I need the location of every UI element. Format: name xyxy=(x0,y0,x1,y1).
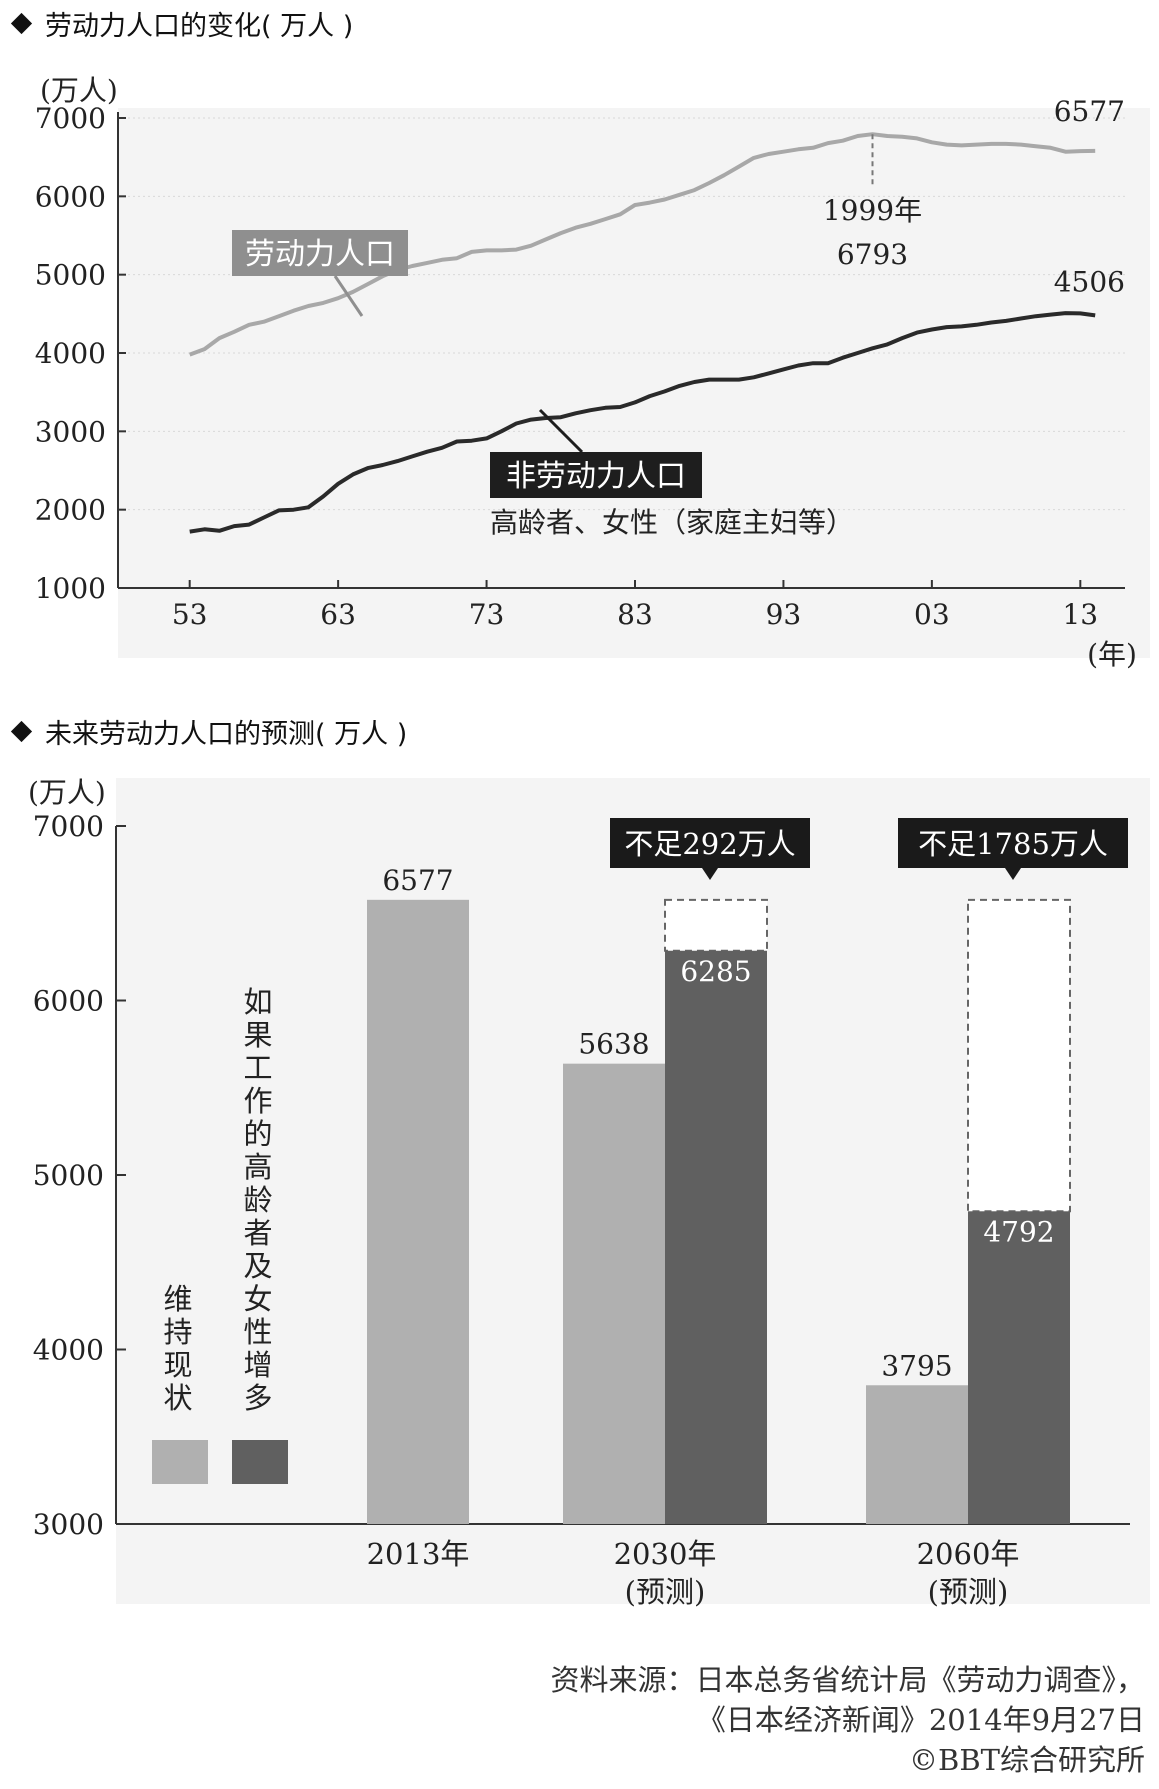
section-1-title: 劳动力人口的变化( 万人 ) xyxy=(45,11,354,42)
x-tick-label: 83 xyxy=(617,598,653,631)
bar-value-label: 6577 xyxy=(382,864,453,897)
y-tick-label: 3000 xyxy=(35,415,106,448)
legend-label-char: 作 xyxy=(243,1084,272,1118)
nonlabor-label-leader xyxy=(538,408,584,454)
x-tick-label: 53 xyxy=(172,598,208,631)
y-axis-unit-label: (万人) xyxy=(40,74,118,107)
source-line-3: ©BBT综合研究所 xyxy=(909,1743,1145,1777)
shortfall-callout-box xyxy=(610,818,810,868)
line-chart-svg: 7000 6000 5000 4000 3000 2000 1000 (万人) 53 63 73 83… xyxy=(35,74,1150,671)
legend-label-char: 多 xyxy=(243,1381,272,1415)
legend-label-char: 高 xyxy=(243,1150,272,1184)
y-tick-label: 4000 xyxy=(35,337,106,370)
source-note: 资料来源：日本总务省统计局《劳动力调查》， 《日本经济新闻》2014年9月27日… xyxy=(550,1660,1145,1780)
shortfall-dashed-box xyxy=(967,898,1071,1213)
legend-label-char: 持 xyxy=(163,1315,192,1349)
peak-year-label: 1999年 xyxy=(823,194,922,227)
nonlabor-end-value: 4506 xyxy=(1054,265,1125,298)
source-line-1: 资料来源：日本总务省统计局《劳动力调查》， xyxy=(550,1663,1145,1697)
x-category-label: 2060年 xyxy=(917,1537,1020,1571)
labor-label: 劳动力人口 xyxy=(245,237,395,272)
legend-swatch xyxy=(152,1440,208,1484)
legend-label-char: 性 xyxy=(243,1315,272,1349)
legend-label-char: 如 xyxy=(243,985,272,1019)
bar-status-quo xyxy=(367,899,469,1524)
x-tick-label: 93 xyxy=(766,598,802,631)
y-axis-unit-label: (万人) xyxy=(28,776,106,809)
legend-label-char: 状 xyxy=(163,1381,192,1415)
y-tick-label: 1000 xyxy=(35,572,106,605)
legend-label-char: 女 xyxy=(243,1282,272,1316)
legend-label-char: 的 xyxy=(243,1117,272,1151)
y-tick-label: 7000 xyxy=(33,810,104,843)
nonlabor-sublabel: 高龄者、女性（家庭主妇等） xyxy=(490,506,854,539)
labor-label-leader xyxy=(333,275,364,317)
legend-label-char: 果 xyxy=(243,1018,272,1052)
y-tick-label: 7000 xyxy=(35,102,106,135)
bar-status-quo xyxy=(866,1385,968,1524)
labor-population-line xyxy=(189,132,1096,357)
labor-label-box xyxy=(232,230,408,276)
y-tick-label: 6000 xyxy=(35,180,106,213)
legend-label-char: 增 xyxy=(243,1348,272,1382)
legend-swatch xyxy=(232,1440,288,1484)
bar-value-label: 6285 xyxy=(680,955,751,988)
labor-population-line-chart: 7000 6000 5000 4000 3000 2000 1000 (万人) 53 63 73 83… xyxy=(0,62,1159,674)
legend-label-char: 者 xyxy=(243,1216,272,1250)
x-tick-label: 13 xyxy=(1062,598,1098,631)
legend-label-char: 及 xyxy=(243,1249,272,1283)
shortfall-callout-box xyxy=(898,818,1128,868)
plot-background xyxy=(118,108,1150,658)
y-tick-label: 6000 xyxy=(33,985,104,1018)
shortfall-callout-text: 不足292万人 xyxy=(624,827,795,861)
legend-label-char: 现 xyxy=(163,1348,192,1382)
y-tick-label: 5000 xyxy=(35,259,106,292)
legend-label-char: 维 xyxy=(163,1282,192,1316)
shortfall-callout-pointer xyxy=(702,868,718,880)
x-category-label: 2013年 xyxy=(367,1537,470,1571)
x-category-sublabel: (预测) xyxy=(928,1575,1009,1609)
peak-value-label: 6793 xyxy=(837,238,908,271)
section-1-header: 劳动力人口的变化( 万人 ) xyxy=(8,4,353,43)
bar-value-label: 5638 xyxy=(578,1028,649,1061)
bar-more-workers xyxy=(968,1211,1070,1524)
x-category-sublabel: (预测) xyxy=(625,1575,706,1609)
source-line-2: 《日本经济新闻》2014年9月27日 xyxy=(696,1703,1145,1737)
labor-forecast-bar-chart: (万人) 7000 6000 5000 4000 3000 维持现状 如果工作的高龄者及女性增… xyxy=(0,768,1159,1648)
y-tick-label: 4000 xyxy=(33,1334,104,1367)
section-2-header: 未来劳动力人口的预测( 万人 ) xyxy=(8,712,407,751)
x-tick-label: 73 xyxy=(469,598,505,631)
y-tick-label: 2000 xyxy=(35,494,106,527)
diamond-bullet-icon xyxy=(10,720,33,743)
bar-value-label: 3795 xyxy=(881,1349,952,1382)
shortfall-dashed-box xyxy=(664,898,768,952)
y-tick-label: 5000 xyxy=(33,1159,104,1192)
bar-more-workers xyxy=(665,950,767,1524)
x-tick-label: 03 xyxy=(914,598,950,631)
nonlabor-label-box xyxy=(490,452,702,498)
shortfall-callout-pointer xyxy=(1005,868,1021,880)
x-axis-unit-label: (年) xyxy=(1087,638,1137,671)
section-2-title: 未来劳动力人口的预测( 万人 ) xyxy=(45,719,408,750)
shortfall-callout-text: 不足1785万人 xyxy=(918,827,1108,861)
legend-label-char: 工 xyxy=(243,1051,272,1085)
x-tick-label: 63 xyxy=(320,598,356,631)
x-category-label: 2030年 xyxy=(614,1537,717,1571)
legend-label-char: 龄 xyxy=(243,1183,272,1217)
bar-value-label: 4792 xyxy=(983,1215,1054,1248)
diamond-bullet-icon xyxy=(10,12,33,35)
nonlabor-label: 非劳动力人口 xyxy=(506,459,686,494)
labor-end-value: 6577 xyxy=(1054,95,1125,128)
y-tick-label: 3000 xyxy=(33,1508,104,1541)
bar-status-quo xyxy=(563,1063,665,1524)
nonlabor-population-line xyxy=(189,311,1096,534)
